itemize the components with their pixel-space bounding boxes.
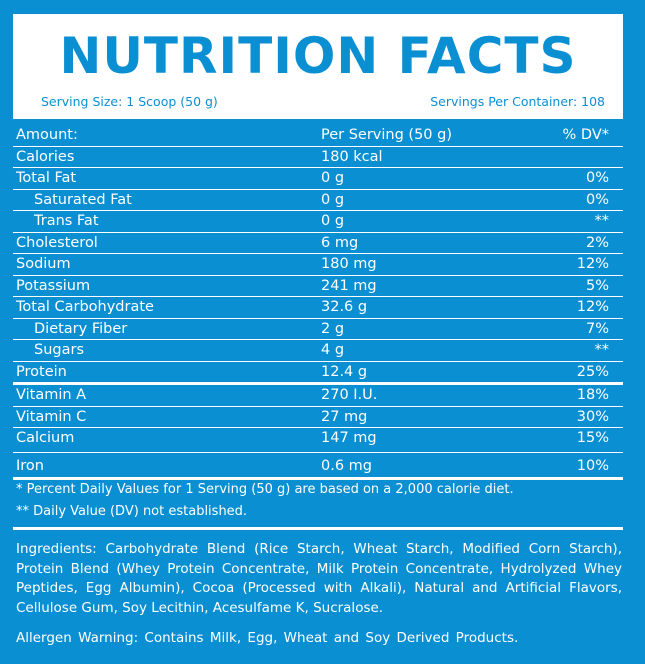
nutrient-row-sodium: Sodium 180 mg 12% (13, 254, 623, 276)
nutrient-dv: 5% (585, 277, 609, 294)
nutrient-row-calcium: Calcium 147 mg 15% (13, 428, 623, 453)
nutrient-amount: 0.6 mg (321, 458, 372, 474)
nutrient-row-vitamin-c: Vitamin C 27 mg 30% (13, 407, 623, 428)
nutrient-row-sugars: Sugars 4 g ** (13, 340, 623, 362)
nutrient-row-total-carbohydrate: Total Carbohydrate 32.6 g 12% (13, 297, 623, 319)
nutrient-amount: 180 kcal (321, 148, 383, 165)
label-title: NUTRITION FACTS (59, 27, 577, 85)
nutrient-row-trans-fat: Trans Fat 0 g ** (13, 211, 623, 233)
nutrient-label: Trans Fat (34, 213, 99, 229)
nutrient-row-calories: Calories 180 kcal (13, 147, 623, 168)
footnotes: * Percent Daily Values for 1 Serving (50… (16, 481, 616, 525)
nutrient-row-vitamin-a: Vitamin A 270 I.U. 18% (13, 385, 623, 407)
nutrient-label: Iron (16, 458, 44, 474)
nutrient-amount: 4 g (321, 342, 345, 358)
nutrient-dv: 0% (585, 170, 609, 186)
ingredients-text: Ingredients: Carbohydrate Blend (Rice St… (16, 541, 622, 616)
nutrient-label: Sugars (34, 342, 84, 358)
nutrient-dv: 12% (576, 256, 609, 272)
nutrient-dv: 0% (585, 191, 609, 208)
nutrient-amount: 2 g (321, 320, 345, 337)
nutrient-amount: 0 g (321, 170, 345, 186)
nutrient-dv: 10% (576, 458, 609, 474)
serving-size: Serving Size: 1 Scoop (50 g) (41, 94, 218, 109)
nutrient-row-saturated-fat: Saturated Fat 0 g 0% (13, 190, 623, 211)
nutrient-row-iron: Iron 0.6 mg 10% (13, 453, 623, 480)
nutrient-label: Total Fat (16, 170, 77, 186)
nutrient-label: Calcium (16, 430, 75, 446)
section-divider (13, 527, 623, 530)
nutrient-label: Potassium (16, 277, 91, 294)
nutrient-amount: 241 mg (321, 277, 377, 294)
nutrient-amount: 0 g (321, 191, 345, 208)
nutrient-label: Saturated Fat (34, 191, 132, 208)
nutrient-dv: 30% (576, 408, 609, 425)
nutrient-row-cholesterol: Cholesterol 6 mg 2% (13, 233, 623, 254)
nutrient-label: Total Carbohydrate (16, 299, 154, 315)
header-panel: NUTRITION FACTS Serving Size: 1 Scoop (5… (13, 14, 623, 119)
nutrient-label: Sodium (16, 256, 71, 272)
nutrient-row-potassium: Potassium 241 mg 5% (13, 276, 623, 297)
nutrient-label: Cholesterol (16, 234, 98, 251)
nutrient-amount: 0 g (321, 213, 345, 229)
nutrient-row-dietary-fiber: Dietary Fiber 2 g 7% (13, 319, 623, 340)
nutrient-dv: ** (594, 213, 610, 229)
nutrient-amount: 27 mg (321, 408, 368, 425)
nutrient-dv: 12% (576, 299, 609, 315)
nutrient-dv: 25% (576, 363, 609, 380)
nutrient-label: Dietary Fiber (34, 320, 128, 337)
nutrient-amount: 6 mg (321, 234, 359, 251)
nutrient-amount: 147 mg (321, 430, 377, 446)
nutrient-row-total-fat: Total Fat 0 g 0% (13, 168, 623, 190)
nutrient-label: Protein (16, 363, 67, 380)
dv-header: % DV* (562, 127, 609, 143)
nutrient-dv: 15% (576, 430, 609, 446)
nutrient-amount: 12.4 g (321, 363, 368, 380)
nutrient-dv: 7% (585, 320, 609, 337)
nutrient-dv: 2% (585, 234, 609, 251)
footnote-daily-values: * Percent Daily Values for 1 Serving (50… (16, 482, 514, 497)
nutrient-amount: 32.6 g (321, 299, 368, 315)
table-header-row: Amount: Per Serving (50 g) % DV* (13, 125, 623, 147)
nutrient-label: Vitamin A (16, 387, 87, 403)
nutrition-table: Amount: Per Serving (50 g) % DV* Calorie… (13, 125, 623, 480)
nutrient-label: Vitamin C (16, 408, 87, 425)
nutrient-dv: ** (594, 342, 610, 358)
allergen-warning: Allergen Warning: Contains Milk, Egg, Wh… (16, 630, 519, 646)
nutrient-dv: 18% (576, 387, 609, 403)
servings-per-container: Servings Per Container: 108 (430, 94, 605, 109)
nutrient-amount: 180 mg (321, 256, 377, 272)
nutrient-row-protein: Protein 12.4 g 25% (13, 362, 623, 385)
amount-header: Amount: (16, 127, 78, 143)
nutrient-amount: 270 I.U. (321, 387, 378, 403)
footnote-dv-not-established: ** Daily Value (DV) not established. (16, 504, 248, 519)
per-serving-header: Per Serving (50 g) (321, 127, 452, 143)
nutrient-label: Calories (16, 148, 75, 165)
